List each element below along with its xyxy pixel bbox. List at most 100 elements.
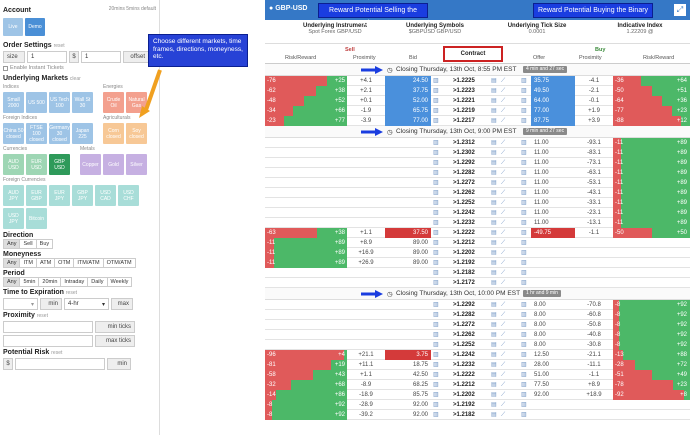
market-china-50[interactable]: China 50 closed xyxy=(3,123,24,144)
offer-price[interactable]: 77.00 xyxy=(531,106,575,116)
sell-ticket-icon[interactable]: ▥ xyxy=(433,108,439,114)
offer-price[interactable]: 8.00 xyxy=(534,312,546,318)
bid-price[interactable] xyxy=(385,330,431,340)
contract-strike[interactable]: >1.2282 xyxy=(453,312,475,318)
bid-price[interactable] xyxy=(385,268,431,278)
chart-icon[interactable]: ▤ xyxy=(491,190,497,196)
bid-price[interactable]: 92.00 xyxy=(412,402,428,408)
contract-strike[interactable]: >1.2232 xyxy=(453,220,475,226)
bid-price[interactable] xyxy=(385,158,431,168)
chart-icon[interactable]: ▤ xyxy=(491,362,497,368)
buy-ticket-icon[interactable]: ▥ xyxy=(521,312,527,318)
chart-icon[interactable]: ▤ xyxy=(491,322,497,328)
chart-icon[interactable]: ▤ xyxy=(491,402,497,408)
market-bitcoin[interactable]: Bitcoin xyxy=(26,208,47,229)
offer-price[interactable] xyxy=(531,278,575,288)
bid-price[interactable] xyxy=(385,188,431,198)
min-ticks-input[interactable] xyxy=(3,321,93,333)
contract-strike[interactable]: >1.2202 xyxy=(453,392,475,398)
expand-icon[interactable]: ⤢ xyxy=(674,4,686,16)
sell-ticket-icon[interactable]: ▥ xyxy=(433,382,439,388)
offer-price[interactable] xyxy=(531,248,575,258)
sell-ticket-icon[interactable]: ▥ xyxy=(433,210,439,216)
offer-price[interactable]: 87.75 xyxy=(531,116,575,126)
buy-ticket-icon[interactable]: ▥ xyxy=(521,160,527,166)
bid-price[interactable]: 89.00 xyxy=(412,250,428,256)
offer-price[interactable]: 11.00 xyxy=(534,180,549,186)
sell-ticket-icon[interactable]: ▥ xyxy=(433,190,439,196)
chart-icon[interactable]: ▤ xyxy=(491,78,497,84)
order-settings-reset[interactable]: reset xyxy=(53,43,65,49)
buy-ticket-icon[interactable]: ▥ xyxy=(521,190,527,196)
bid-price[interactable] xyxy=(385,278,431,288)
contract-strike[interactable]: >1.2172 xyxy=(453,280,475,286)
trend-icon[interactable]: ⟋ xyxy=(501,160,506,166)
market-us-tech-100[interactable]: US Tech 100 xyxy=(49,92,70,113)
buy-ticket-icon[interactable]: ▥ xyxy=(521,302,527,308)
contract-strike[interactable]: >1.2312 xyxy=(453,140,475,146)
sell-ticket-icon[interactable]: ▥ xyxy=(433,88,439,94)
contract-strike[interactable]: >1.2221 xyxy=(453,98,475,104)
chart-icon[interactable]: ▤ xyxy=(491,382,497,388)
trend-icon[interactable]: ⟋ xyxy=(501,270,506,276)
buy-ticket-icon[interactable]: ▥ xyxy=(521,210,527,216)
contract-strike[interactable]: >1.2242 xyxy=(453,352,475,358)
chart-icon[interactable]: ▤ xyxy=(491,372,497,378)
chart-icon[interactable]: ▤ xyxy=(491,220,497,226)
bid-price[interactable] xyxy=(385,178,431,188)
sell-ticket-icon[interactable]: ▥ xyxy=(433,220,439,226)
contract-strike[interactable]: >1.2222 xyxy=(453,230,475,236)
buy-ticket-icon[interactable]: ▥ xyxy=(521,362,527,368)
trend-icon[interactable]: ⟋ xyxy=(501,352,506,358)
moneyness-itm[interactable]: ITM xyxy=(20,259,37,267)
sell-ticket-icon[interactable]: ▥ xyxy=(433,260,439,266)
offer-price[interactable]: 51.00 xyxy=(534,372,550,378)
bid-price[interactable]: 85.75 xyxy=(412,392,428,398)
buy-ticket-icon[interactable]: ▥ xyxy=(521,280,527,286)
trend-icon[interactable]: ⟋ xyxy=(501,332,506,338)
risk-min-input[interactable] xyxy=(15,358,105,370)
chart-icon[interactable]: ▤ xyxy=(491,230,497,236)
contract-strike[interactable]: >1.2212 xyxy=(453,382,475,388)
contract-strike[interactable]: >1.2212 xyxy=(453,240,475,246)
trend-icon[interactable]: ⟋ xyxy=(501,98,506,104)
chart-icon[interactable]: ▤ xyxy=(491,250,497,256)
chart-icon[interactable]: ▤ xyxy=(491,280,497,286)
sell-ticket-icon[interactable]: ▥ xyxy=(433,150,439,156)
moneyness-itm-atm[interactable]: ITM/ATM xyxy=(74,259,104,267)
underlying-clear[interactable]: clear xyxy=(69,76,81,82)
trend-icon[interactable]: ⟋ xyxy=(501,392,506,398)
size-input[interactable]: 1 xyxy=(27,51,67,63)
sell-ticket-icon[interactable]: ▥ xyxy=(433,312,439,318)
bid-price[interactable] xyxy=(385,310,431,320)
buy-ticket-icon[interactable]: ▥ xyxy=(521,230,527,236)
expiry-section-header[interactable]: ◷ Closing Thursday, 13th Oct, 10:00 PM ES… xyxy=(265,288,690,300)
demo-button[interactable]: Demo xyxy=(25,18,45,36)
market-eur-jpy[interactable]: EUR JPY xyxy=(49,185,70,206)
chart-icon[interactable]: ▤ xyxy=(491,392,497,398)
trend-icon[interactable]: ⟋ xyxy=(501,312,506,318)
buy-ticket-icon[interactable]: ▥ xyxy=(521,108,527,114)
contract-strike[interactable]: >1.2182 xyxy=(453,412,475,418)
bid-price[interactable]: 77.00 xyxy=(385,116,431,126)
bid-price[interactable] xyxy=(385,138,431,148)
trend-icon[interactable]: ⟋ xyxy=(501,280,506,286)
contract-strike[interactable]: >1.2202 xyxy=(453,250,475,256)
sell-ticket-icon[interactable]: ▥ xyxy=(433,160,439,166)
trend-icon[interactable]: ⟋ xyxy=(501,140,506,146)
offer-price[interactable] xyxy=(531,258,575,268)
trend-icon[interactable]: ⟋ xyxy=(501,220,506,226)
period-20min[interactable]: 20min xyxy=(39,278,62,286)
market-soy[interactable]: Soy closed xyxy=(126,123,147,144)
contract-strike[interactable]: >1.2242 xyxy=(453,210,475,216)
market-eur-usd[interactable]: EUR USD xyxy=(26,154,47,175)
market-aud-jpy[interactable]: AUD JPY xyxy=(3,185,24,206)
contract-strike[interactable]: >1.2262 xyxy=(453,190,475,196)
contract-strike[interactable]: >1.2223 xyxy=(453,88,475,94)
contract-strike[interactable]: >1.2292 xyxy=(453,302,475,308)
bid-price[interactable]: 68.25 xyxy=(412,382,428,388)
moneyness-any[interactable]: Any xyxy=(4,259,21,267)
offer-price[interactable]: -49.75 xyxy=(531,228,575,238)
contract-strike[interactable]: >1.2302 xyxy=(453,150,475,156)
offer-price[interactable]: 11.00 xyxy=(534,160,549,166)
